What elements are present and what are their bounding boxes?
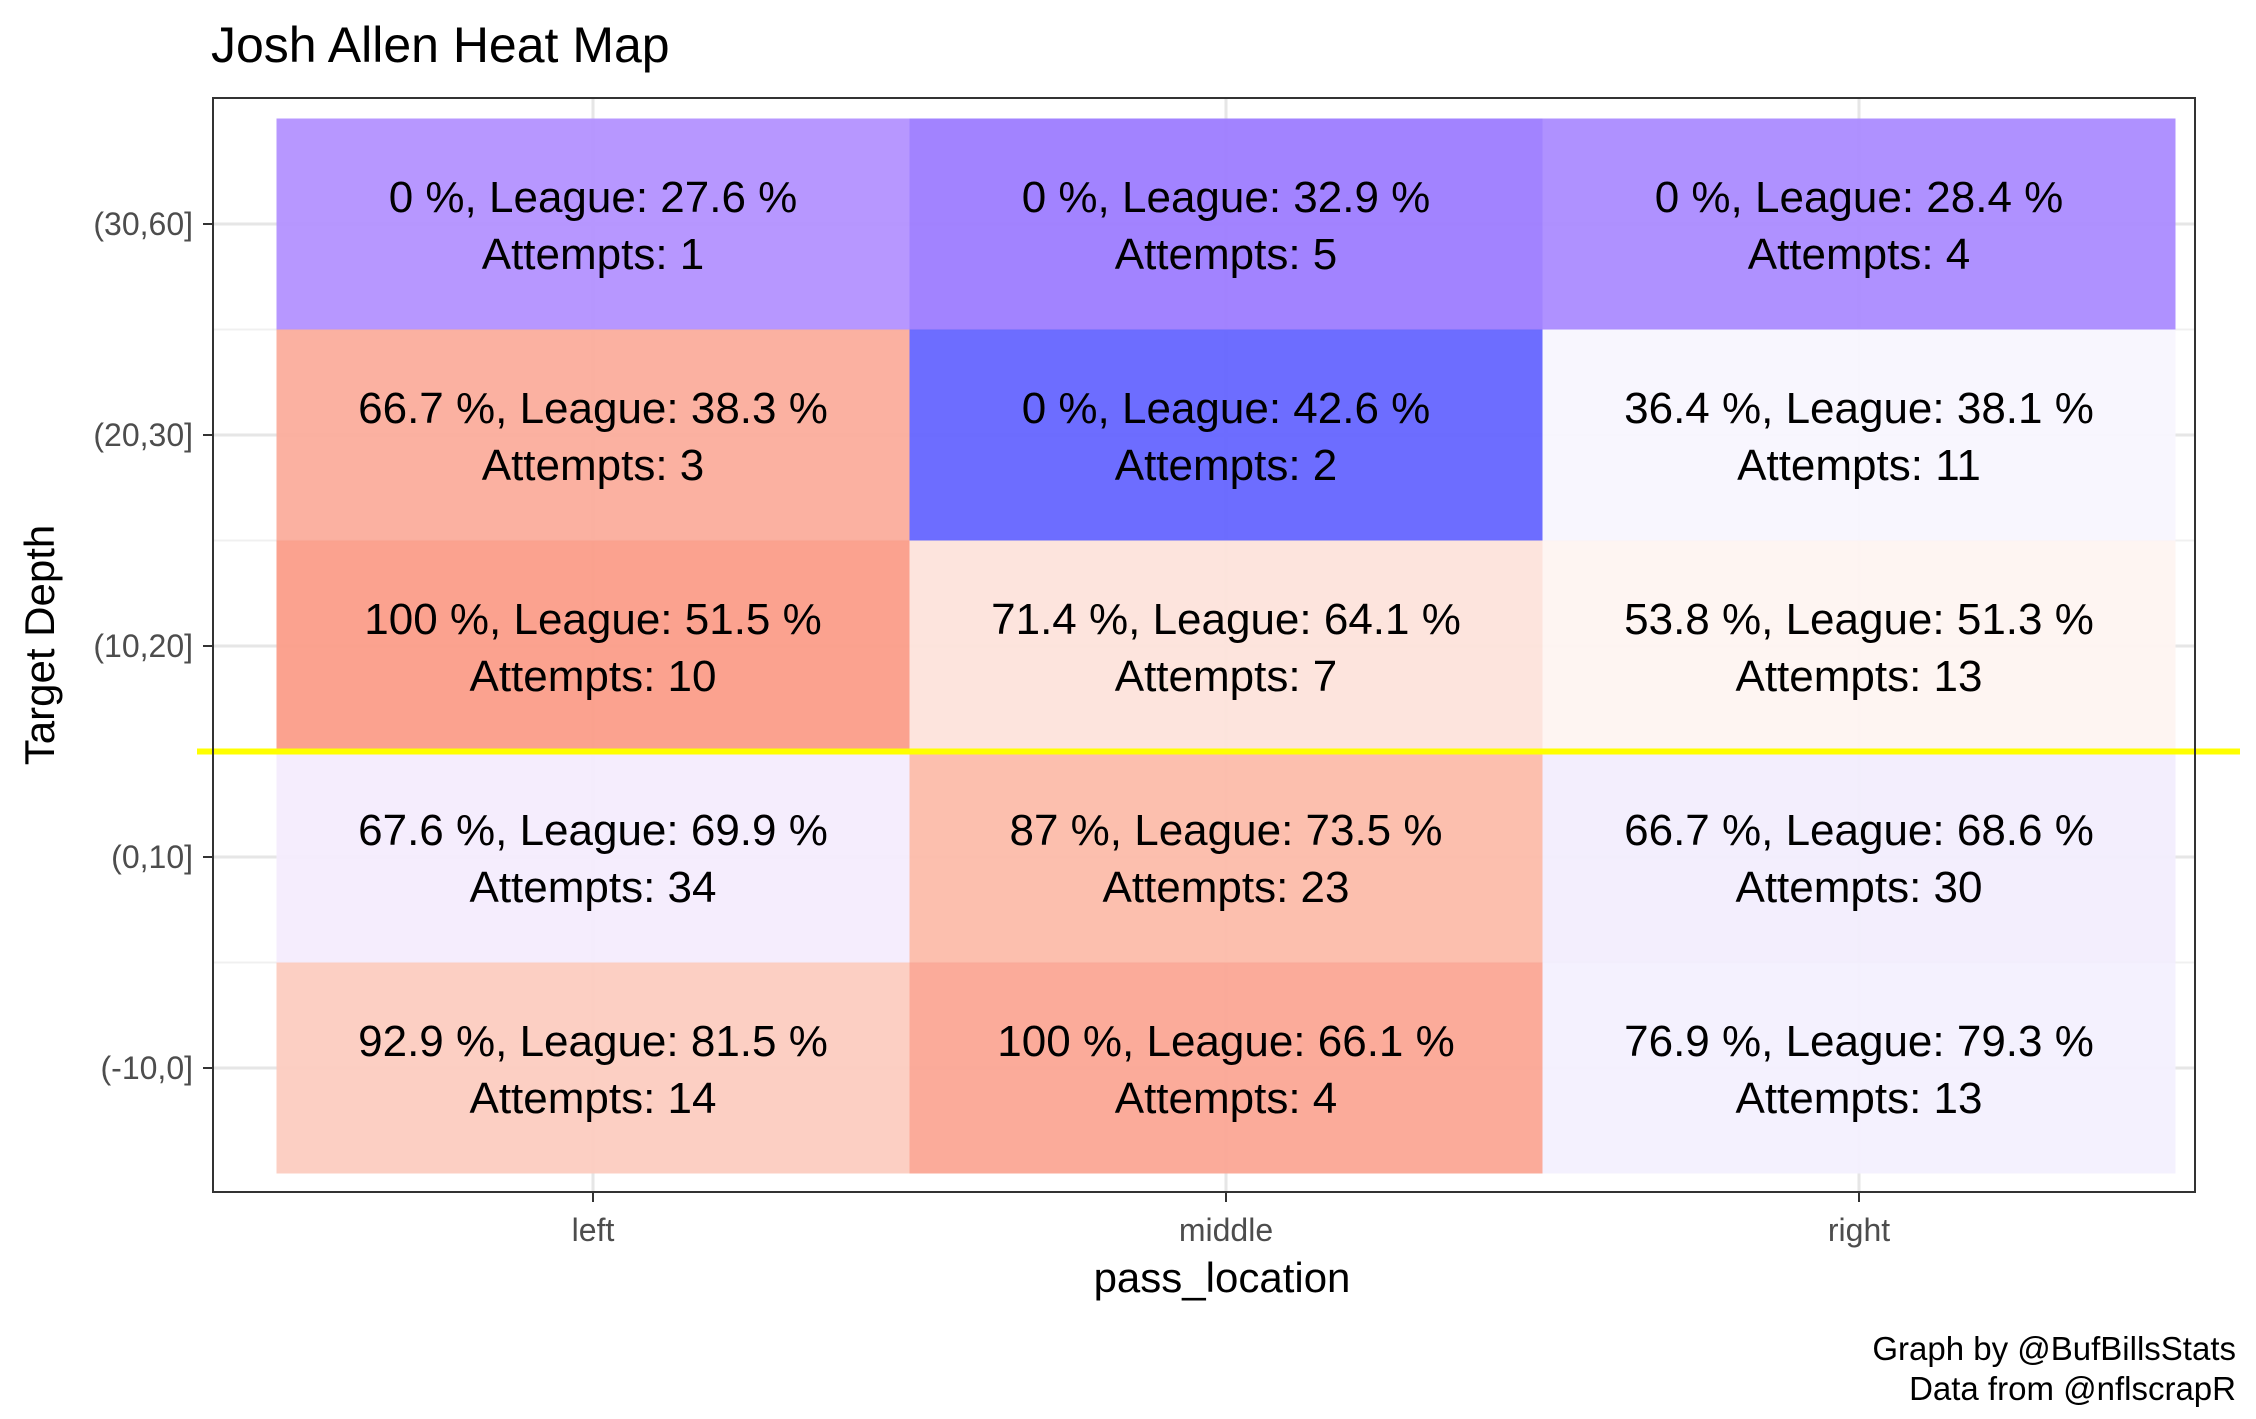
cell-percent-label: 66.7 %, League: 38.3 % <box>358 384 828 433</box>
y-axis: (-10,0] (0,10] (10,20] (20,30] (30,60] <box>93 206 213 1086</box>
heatmap-cell-right-10-20 <box>1542 540 2176 752</box>
x-axis-title: pass_location <box>1094 1254 1351 1301</box>
heatmap-cell-left-0-10 <box>276 751 910 963</box>
cell-percent-label: 0 %, League: 28.4 % <box>1655 173 2064 222</box>
cell-attempts-label: Attempts: 10 <box>469 652 716 701</box>
heatmap-cell-middle-20-30 <box>909 329 1543 541</box>
heatmap-cell-middle-10-20 <box>909 540 1543 752</box>
caption-line-2: Data from @nflscrapR <box>1909 1370 2236 1407</box>
heatmap-cell-left-20-30 <box>276 329 910 541</box>
cell-percent-label: 71.4 %, League: 64.1 % <box>991 595 1461 644</box>
cell-attempts-label: Attempts: 34 <box>469 863 716 912</box>
cell-percent-label: 66.7 %, League: 68.6 % <box>1624 806 2094 855</box>
y-tick-label: (30,60] <box>93 206 193 242</box>
cell-percent-label: 67.6 %, League: 69.9 % <box>358 806 828 855</box>
y-axis-title: Target Depth <box>16 525 63 765</box>
cell-attempts-label: Attempts: 1 <box>482 230 705 279</box>
x-tick-label: left <box>572 1212 615 1248</box>
cell-attempts-label: Attempts: 3 <box>482 441 705 490</box>
cell-percent-label: 0 %, League: 42.6 % <box>1022 384 1431 433</box>
cell-percent-label: 100 %, League: 66.1 % <box>997 1017 1454 1066</box>
y-tick-label: (10,20] <box>93 628 193 664</box>
cell-percent-label: 76.9 %, League: 79.3 % <box>1624 1017 2094 1066</box>
cell-percent-label: 92.9 %, League: 81.5 % <box>358 1017 828 1066</box>
heatmap-cell-middle-30-60 <box>909 118 1543 330</box>
cell-attempts-label: Attempts: 5 <box>1115 230 1338 279</box>
cell-percent-label: 53.8 %, League: 51.3 % <box>1624 595 2094 644</box>
cell-labels: 0 %, League: 27.6 % Attempts: 1 0 %, Leagu… <box>358 173 2094 1123</box>
heatmap-cell-left-30-60 <box>276 118 910 330</box>
heatmap-cell-right-0-10 <box>1542 751 2176 963</box>
heatmap-cell-right-30-60 <box>1542 118 2176 330</box>
heatmap-cell-middle-10-0 <box>909 962 1543 1174</box>
cell-attempts-label: Attempts: 13 <box>1735 1074 1982 1123</box>
cell-attempts-label: Attempts: 2 <box>1115 441 1338 490</box>
cell-attempts-label: Attempts: 11 <box>1737 441 1981 490</box>
cell-percent-label: 36.4 %, League: 38.1 % <box>1624 384 2094 433</box>
heatmap-cells <box>276 118 2176 1174</box>
y-tick-label: (20,30] <box>93 417 193 453</box>
cell-attempts-label: Attempts: 30 <box>1735 863 1982 912</box>
caption-line-1: Graph by @BufBillsStats <box>1872 1330 2236 1367</box>
cell-percent-label: 0 %, League: 32.9 % <box>1022 173 1431 222</box>
heatmap-cell-right-20-30 <box>1542 329 2176 541</box>
x-tick-label: right <box>1828 1212 1890 1248</box>
heatmap-cell-right-10-0 <box>1542 962 2176 1174</box>
cell-percent-label: 87 %, League: 73.5 % <box>1010 806 1443 855</box>
heatmap-cell-middle-0-10 <box>909 751 1543 963</box>
cell-percent-label: 100 %, League: 51.5 % <box>364 595 821 644</box>
chart-title: Josh Allen Heat Map <box>211 17 670 73</box>
cell-attempts-label: Attempts: 23 <box>1102 863 1349 912</box>
y-tick-label: (0,10] <box>111 839 193 875</box>
y-tick-label: (-10,0] <box>101 1050 193 1086</box>
cell-attempts-label: Attempts: 4 <box>1115 1074 1338 1123</box>
x-axis: left middle right <box>572 1192 1890 1248</box>
cell-attempts-label: Attempts: 4 <box>1748 230 1971 279</box>
cell-attempts-label: Attempts: 13 <box>1735 652 1982 701</box>
x-tick-label: middle <box>1179 1212 1273 1248</box>
heatmap-cell-left-10-20 <box>276 540 910 752</box>
heatmap-cell-left-10-0 <box>276 962 910 1174</box>
cell-attempts-label: Attempts: 7 <box>1115 652 1338 701</box>
cell-percent-label: 0 %, League: 27.6 % <box>389 173 798 222</box>
cell-attempts-label: Attempts: 14 <box>469 1074 716 1123</box>
